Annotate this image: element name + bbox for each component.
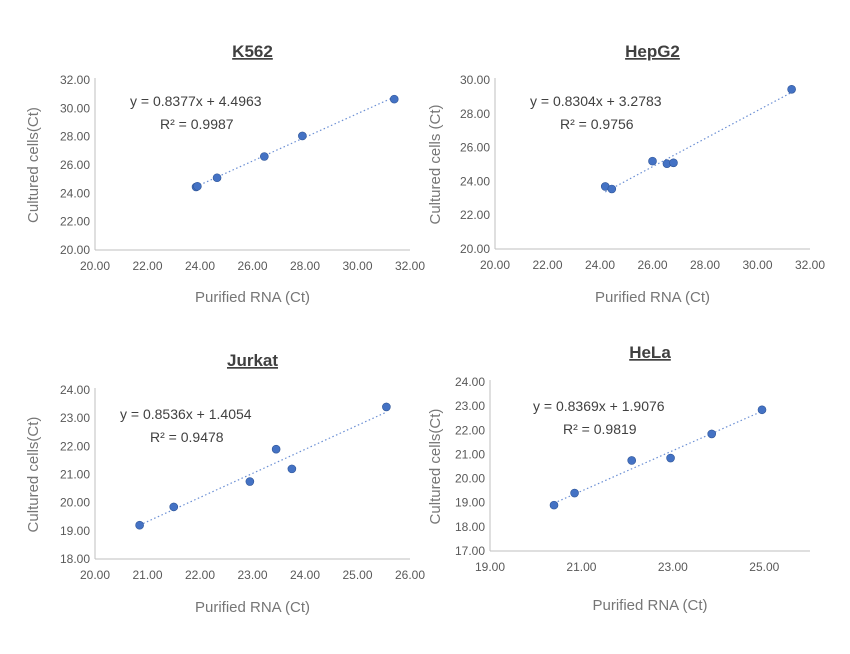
- x-tick-label: 30.00: [742, 258, 772, 272]
- data-point: [787, 84, 796, 94]
- x-tick-label: 20.00: [480, 258, 510, 272]
- r-squared-label: R² = 0.9819: [563, 421, 637, 437]
- y-tick-label: 30.00: [460, 73, 490, 87]
- x-tick-label: 23.00: [237, 568, 267, 582]
- r-squared-label: R² = 0.9478: [150, 429, 224, 445]
- x-tick-label: 22.00: [185, 568, 215, 582]
- y-tick-label: 20.00: [455, 472, 485, 486]
- y-tick-label: 20.00: [60, 496, 90, 510]
- data-point: [135, 520, 144, 530]
- trendline-equation: y = 0.8369x + 1.9076: [533, 398, 665, 414]
- x-axis-label: Purified RNA (Ct): [595, 289, 710, 306]
- y-axis-label: Cultured cells(Ct): [25, 417, 42, 533]
- x-tick-label: 25.00: [342, 568, 372, 582]
- y-tick-label: 17.00: [455, 544, 485, 558]
- trendline: [604, 91, 792, 193]
- r-squared-label: R² = 0.9987: [160, 116, 234, 132]
- y-tick-label: 22.00: [455, 423, 485, 437]
- x-axis-label: Purified RNA (Ct): [592, 597, 707, 614]
- y-tick-label: 26.00: [460, 141, 490, 155]
- y-tick-label: 22.00: [60, 439, 90, 453]
- x-tick-label: 24.00: [585, 258, 615, 272]
- trendline-equation: y = 0.8304x + 3.2783: [530, 93, 662, 109]
- data-point: [549, 500, 559, 510]
- x-tick-label: 24.00: [185, 259, 215, 273]
- data-point: [757, 405, 767, 415]
- x-tick-label: 30.00: [342, 259, 372, 273]
- y-tick-label: 24.00: [460, 174, 490, 188]
- x-tick-label: 26.00: [237, 259, 267, 273]
- y-tick-label: 24.00: [455, 375, 485, 389]
- y-tick-label: 26.00: [60, 158, 90, 172]
- y-tick-label: 32.00: [60, 73, 90, 87]
- y-tick-label: 23.00: [60, 411, 90, 425]
- y-tick-label: 22.00: [60, 215, 90, 229]
- y-tick-label: 19.00: [60, 524, 90, 538]
- x-tick-label: 19.00: [475, 560, 505, 574]
- y-tick-label: 20.00: [460, 242, 490, 256]
- data-point: [287, 464, 297, 474]
- y-tick-label: 28.00: [460, 107, 490, 121]
- x-axis-label: Purified RNA (Ct): [195, 599, 310, 616]
- data-point: [669, 158, 678, 168]
- y-tick-label: 24.00: [60, 186, 90, 200]
- x-tick-label: 26.00: [395, 568, 425, 582]
- data-point: [193, 181, 202, 191]
- chart-title: HeLa: [629, 343, 671, 362]
- y-tick-label: 21.00: [455, 447, 485, 461]
- y-axis-label: Cultured cells (Ct): [427, 104, 444, 224]
- data-point: [607, 184, 617, 194]
- y-tick-label: 19.00: [455, 496, 485, 510]
- trendline-equation: y = 0.8536x + 1.4054: [120, 406, 252, 422]
- data-point: [666, 453, 675, 463]
- x-tick-label: 23.00: [658, 560, 688, 574]
- chart-title: K562: [232, 42, 273, 61]
- y-axis-label: Cultured cells(Ct): [25, 107, 42, 223]
- trendline: [139, 411, 387, 526]
- x-tick-label: 28.00: [290, 259, 320, 273]
- data-point: [707, 429, 717, 439]
- data-point: [245, 477, 255, 486]
- trendline-equation: y = 0.8377x + 4.4963: [130, 93, 262, 109]
- x-tick-label: 26.00: [637, 258, 667, 272]
- data-point: [298, 131, 307, 141]
- data-point: [389, 94, 399, 104]
- y-tick-label: 21.00: [60, 468, 90, 482]
- y-tick-label: 28.00: [60, 130, 90, 144]
- y-tick-label: 20.00: [60, 243, 90, 257]
- data-point: [382, 402, 391, 412]
- x-tick-label: 20.00: [80, 568, 110, 582]
- data-point: [271, 444, 281, 454]
- y-tick-label: 23.00: [455, 399, 485, 413]
- chart-title: HepG2: [625, 42, 680, 61]
- y-tick-label: 24.00: [60, 383, 90, 397]
- y-tick-label: 30.00: [60, 101, 90, 115]
- x-tick-label: 21.00: [566, 560, 596, 574]
- data-point: [260, 152, 269, 161]
- x-tick-label: 22.00: [532, 258, 562, 272]
- y-tick-label: 18.00: [455, 520, 485, 534]
- x-tick-label: 25.00: [749, 560, 779, 574]
- x-tick-label: 20.00: [80, 259, 110, 273]
- y-tick-label: 22.00: [460, 208, 490, 222]
- x-tick-label: 24.00: [290, 568, 320, 582]
- trendline: [195, 96, 395, 188]
- chart-title: Jurkat: [227, 351, 278, 370]
- data-point: [627, 456, 637, 465]
- x-tick-label: 21.00: [132, 568, 162, 582]
- data-point: [212, 173, 222, 183]
- data-point: [570, 488, 579, 498]
- x-tick-label: 32.00: [395, 259, 425, 273]
- y-tick-label: 18.00: [60, 552, 90, 566]
- data-point: [169, 502, 179, 512]
- x-tick-label: 32.00: [795, 258, 825, 272]
- x-tick-label: 28.00: [690, 258, 720, 272]
- data-point: [648, 156, 657, 166]
- r-squared-label: R² = 0.9756: [560, 116, 634, 132]
- x-tick-label: 22.00: [132, 259, 162, 273]
- y-axis-label: Cultured cells(Ct): [427, 409, 444, 525]
- x-axis-label: Purified RNA (Ct): [195, 289, 310, 306]
